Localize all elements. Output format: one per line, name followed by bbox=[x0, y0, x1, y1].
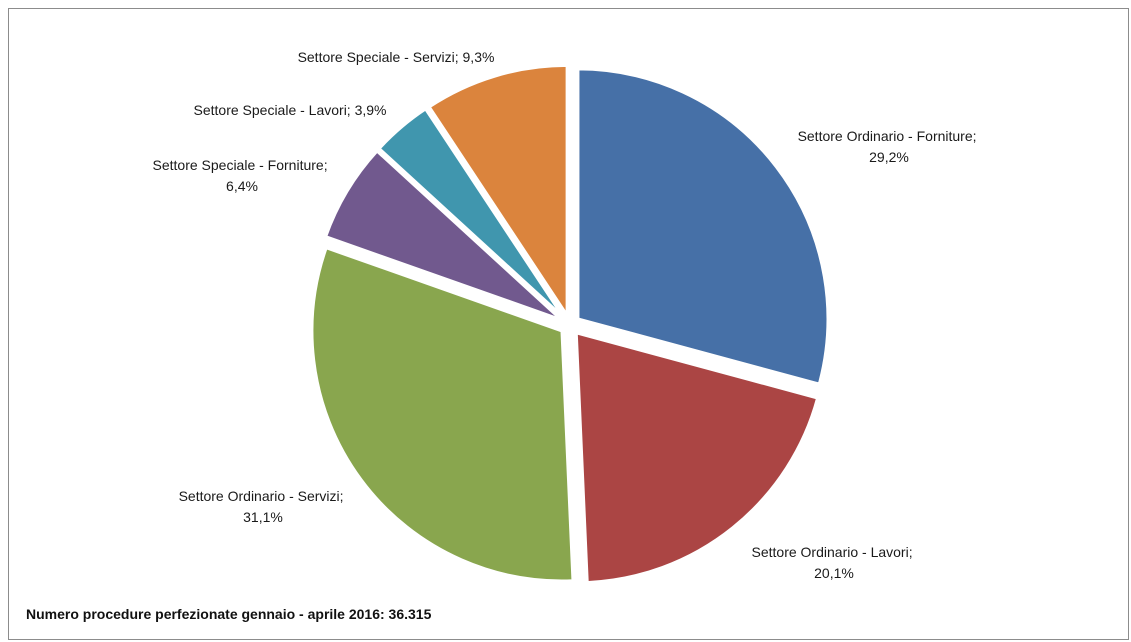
slice-label-ordinario-lavori: Settore Ordinario - Lavori; 20,1% bbox=[752, 544, 917, 581]
pie-slice-ordinario-servizi bbox=[310, 245, 575, 583]
pie-slice-speciale-servizi bbox=[427, 63, 569, 321]
slice-label-speciale-forniture: Settore Speciale - Forniture; 6,4% bbox=[153, 157, 332, 194]
slice-label-ordinario-servizi: Settore Ordinario - Servizi; 31,1% bbox=[179, 488, 348, 525]
pie-slice-ordinario-forniture bbox=[576, 67, 830, 386]
pie-slice-speciale-lavori bbox=[377, 106, 565, 319]
pie-slices bbox=[310, 63, 830, 585]
slice-label-speciale-servizi: Settore Speciale - Servizi; 9,3% bbox=[298, 49, 495, 65]
pie-slice-ordinario-lavori bbox=[574, 330, 820, 585]
footer-note: Numero procedure perfezionate gennaio - … bbox=[26, 606, 432, 622]
slice-label-speciale-lavori: Settore Speciale - Lavori; 3,9% bbox=[194, 102, 387, 118]
slice-label-ordinario-forniture: Settore Ordinario - Forniture; 29,2% bbox=[798, 128, 981, 165]
pie-labels: Settore Ordinario - Forniture; 29,2% Set… bbox=[153, 49, 981, 581]
pie-slice-speciale-forniture bbox=[323, 148, 563, 322]
